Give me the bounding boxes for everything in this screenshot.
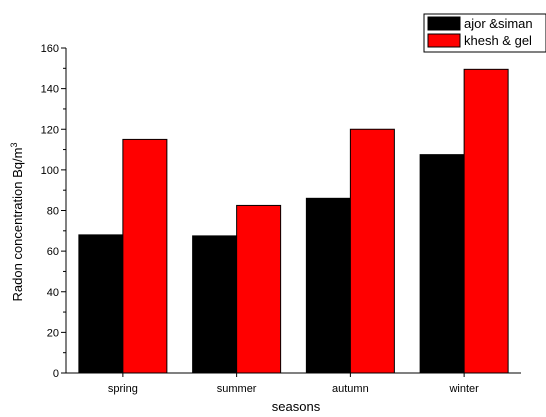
x-tick-label: spring [108,383,138,395]
y-ticks-layer: 0 20 40 60 80 100 120 140 160 [41,43,66,380]
bar-ajor-siman-autumn [305,197,351,374]
y-tick-label: 40 [47,287,59,299]
y-tick-label: 140 [41,84,59,96]
x-tick-label: winter [448,383,479,395]
y-tick-label: 60 [47,246,59,258]
bar-khesh-gel-winter [463,68,509,374]
bar-ajor-siman-spring [78,234,124,374]
bar-ajor-siman-winter [419,154,465,374]
bar-khesh-gel-summer [236,204,282,374]
x-tick-label: summer [217,383,257,395]
bar-khesh-gel-autumn [349,128,395,374]
y-tick-label: 80 [47,206,59,218]
legend: ajor &siman khesh & gel [423,13,546,53]
legend-swatch [427,33,461,48]
y-axis-title: Radon concentration Bq/m3 [9,143,25,302]
legend-label: ajor &siman [464,16,533,31]
y-tick-label: 20 [47,327,59,339]
x-tick-label: autumn [332,383,369,395]
bars-layer [78,68,509,374]
bar-khesh-gel-spring [122,138,168,374]
x-axis-title: seasons [272,399,321,414]
y-tick-label: 120 [41,124,59,136]
y-tick-label: 100 [41,165,59,177]
bar-ajor-siman-summer [192,235,238,374]
x-ticks-layer: spring summer autumn winter [108,373,479,395]
y-tick-label: 160 [41,43,59,55]
y-axis-title-main: Radon concentration Bq/m [10,148,25,302]
y-tick-label: 0 [53,368,59,380]
legend-label: khesh & gel [464,33,532,48]
y-axis-title-superscript: 3 [9,143,19,148]
legend-swatch [427,16,461,31]
